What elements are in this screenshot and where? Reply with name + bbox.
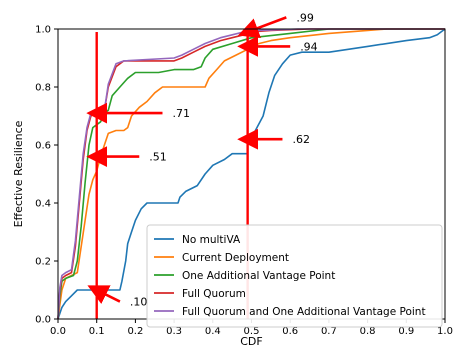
series-line-0 [57,28,446,320]
x-tick-label-9: 0.9 [398,326,414,337]
legend-label-4: Full Quorum and One Additional Vantage P… [182,306,426,318]
annotation-label-0: .99 [296,11,314,24]
annotation-label-3: .62 [292,133,310,146]
legend: No multiVA Current Deployment One Addition… [146,224,443,328]
y-axis-ticks: 0.0 0.2 0.4 0.6 0.8 1.0 [35,25,58,326]
y-tick-label-0: 0.0 [35,315,51,326]
x-tick-label-3: 0.3 [166,326,182,337]
x-tick-label-4: 0.4 [205,326,221,337]
x-tick-label-7: 0.7 [321,326,337,337]
annotation-arrow-5 [87,285,121,304]
annotation-label-5: .10 [130,296,148,309]
x-axis-label: CDF [240,335,262,348]
x-tick-label-10: 1.0 [437,326,453,337]
y-tick-label-5: 1.0 [35,25,51,36]
series-line-1 [57,28,445,320]
legend-label-1: Current Deployment [182,252,289,264]
y-tick-label-1: 0.2 [35,257,51,268]
y-tick-label-2: 0.4 [35,199,51,210]
y-tick-label-3: 0.6 [35,141,51,152]
legend-label-0: No multiVA [182,234,241,246]
legend-label-3: Full Quorum [182,288,246,300]
x-tick-label-5: 0.5 [244,326,260,337]
series-line-4 [57,28,445,320]
x-tick-label-0: 0.0 [50,326,66,337]
y-tick-label-4: 0.8 [35,83,51,94]
series-line-2 [57,28,445,320]
x-tick-label-1: 0.1 [89,326,105,337]
annotations: .99 .94 .71 .62 .51 .10 [86,11,318,309]
legend-label-2: One Additional Vantage Point [182,270,335,282]
x-axis-ticks: 0.0 0.1 0.2 0.3 0.4 0.5 0.6 0.7 0.8 0.9 1.0 [50,319,453,337]
x-tick-label-8: 0.8 [360,326,376,337]
legend-box [146,224,443,328]
annotation-label-4: .51 [149,151,167,164]
annotation-label-1: .94 [300,40,318,53]
x-tick-label-2: 0.2 [127,326,143,337]
y-axis-label: Effective Resilience [12,120,25,227]
annotation-label-2: .71 [172,107,190,120]
x-tick-label-6: 0.6 [282,326,298,337]
